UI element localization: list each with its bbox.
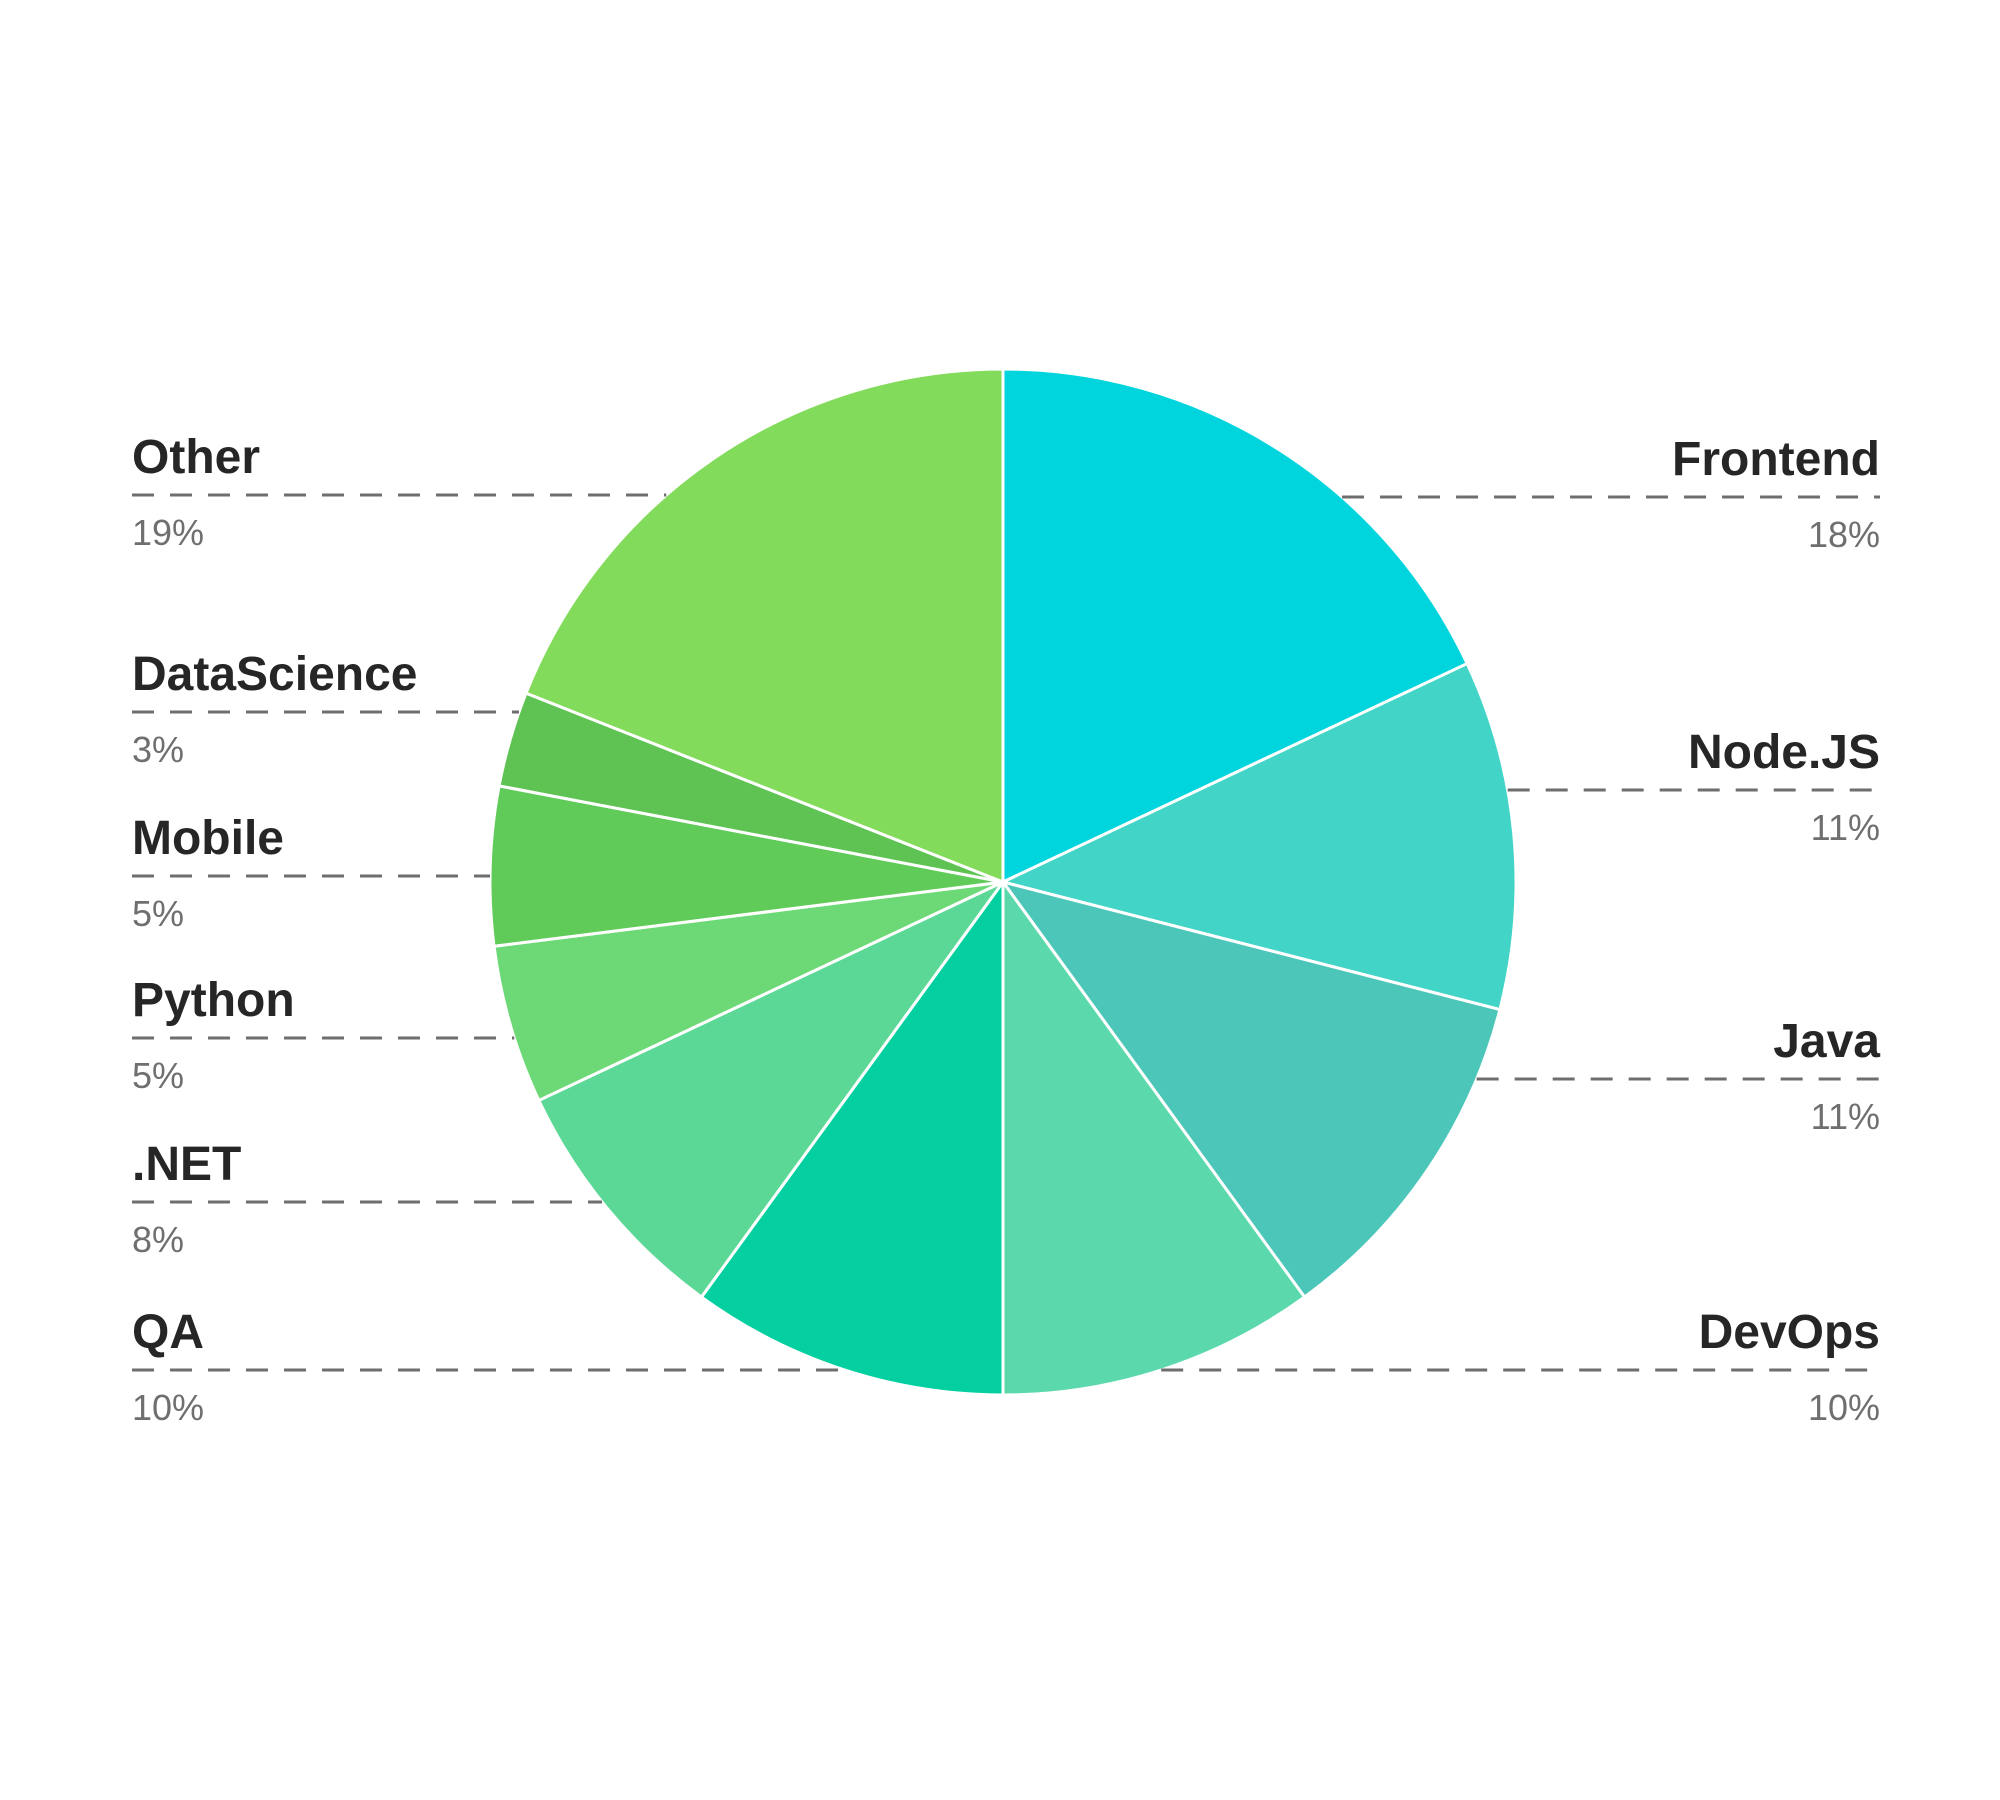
slice-value-mobile: 5% [132, 893, 184, 934]
label-group-mobile: Mobile 5% [132, 812, 491, 934]
label-group-node-js: Node.JS 11% [1507, 726, 1880, 848]
slice-label-datascience: DataScience [132, 648, 418, 701]
label-group-other: Other 19% [132, 431, 667, 553]
pie-slice-net [536, 880, 1005, 1300]
label-group-frontend: Frontend 18% [1342, 433, 1880, 555]
slice-label-python: Python [132, 974, 295, 1027]
pie-slice-java [999, 879, 1502, 1300]
label-group-python: Python 5% [132, 974, 515, 1096]
label-group-net: .NET 8% [132, 1138, 603, 1260]
slice-label-qa: QA [132, 1306, 204, 1359]
pie-slice-other [524, 367, 1005, 885]
slice-value-qa: 10% [132, 1387, 204, 1428]
slice-label-mobile: Mobile [132, 812, 284, 865]
pie-slice-qa [699, 877, 1005, 1397]
slice-label-node-js: Node.JS [1688, 726, 1880, 779]
slice-value-datascience: 3% [132, 729, 184, 770]
slice-value-python: 5% [132, 1055, 184, 1096]
pie-slice-frontend [1001, 367, 1470, 885]
pie-slice-mobile [488, 784, 1004, 948]
slice-label-other: Other [132, 431, 260, 484]
pie-slices [488, 367, 1518, 1397]
label-group-java: Java 11% [1476, 1015, 1880, 1137]
pie-slice-python [492, 880, 1004, 1103]
label-group-datascience: DataScience 3% [132, 648, 519, 770]
pie-slice-node-js [998, 661, 1518, 1012]
slice-label-frontend: Frontend [1672, 433, 1880, 486]
slice-value-java: 11% [1811, 1096, 1880, 1137]
label-group-devops: DevOps 10% [1161, 1306, 1880, 1428]
slice-value-devops: 10% [1808, 1387, 1880, 1428]
label-group-qa: QA 10% [132, 1306, 845, 1428]
slice-label-java: Java [1773, 1015, 1880, 1068]
slice-label-net: .NET [132, 1138, 241, 1191]
slice-value-node-js: 11% [1811, 807, 1880, 848]
slice-value-frontend: 18% [1808, 514, 1880, 555]
pie-labels: Frontend 18% Node.JS 11% Java 11% DevOps 10% QA 1… [132, 431, 1880, 1428]
slice-value-net: 8% [132, 1219, 184, 1260]
slice-value-other: 19% [132, 512, 204, 553]
slice-label-devops: DevOps [1699, 1306, 1880, 1359]
